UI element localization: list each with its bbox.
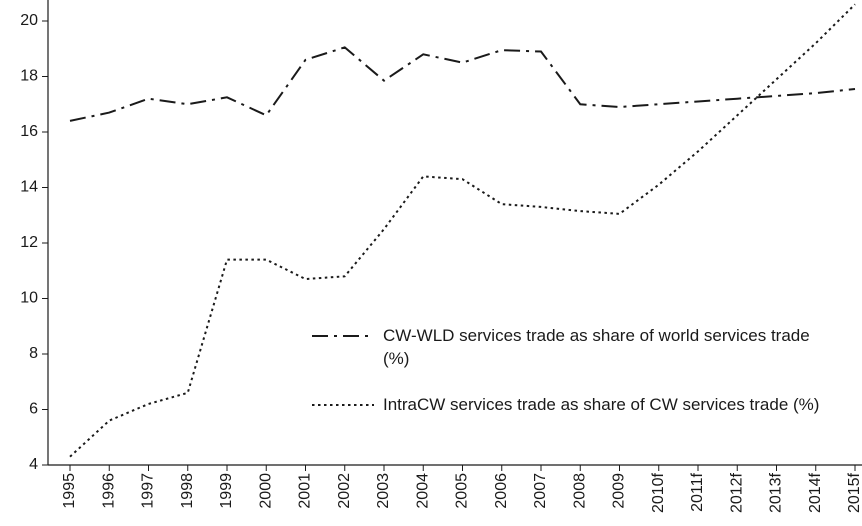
x-tick-label: 2013f	[768, 472, 785, 513]
x-tick-label: 2015f	[846, 472, 862, 513]
series-line	[69, 46, 856, 122]
x-tick-label: 2014f	[807, 472, 824, 513]
y-tick-label: 6	[29, 401, 38, 418]
x-tick-label: 2005	[454, 473, 471, 509]
x-tick-label: 2001	[297, 473, 314, 509]
x-tick-label: 2000	[257, 473, 274, 509]
x-tick-label: 2008	[571, 473, 588, 509]
y-tick-label: 8	[29, 345, 38, 362]
series-line	[69, 3, 856, 458]
x-tick-label: 1999	[218, 473, 235, 509]
y-tick-label: 20	[20, 12, 38, 29]
y-tick-label: 10	[20, 290, 38, 307]
x-tick-label: 1995	[61, 473, 78, 509]
x-tick-label: 1998	[179, 473, 196, 509]
x-tick-label: 2011f	[689, 472, 706, 511]
y-tick-label: 14	[20, 179, 38, 196]
y-tick-label: 16	[20, 123, 38, 140]
legend-label: IntraCW services trade as share of CW se…	[383, 395, 820, 414]
x-tick-label: 2006	[493, 473, 510, 509]
y-tick-label: 12	[20, 234, 38, 251]
x-tick-label: 2007	[532, 473, 549, 509]
x-tick-label: 1997	[140, 473, 157, 509]
x-tick-label: 2012f	[728, 472, 745, 513]
x-tick-label: 2003	[375, 473, 392, 509]
x-tick-label: 2010f	[650, 472, 667, 513]
y-tick-label: 18	[20, 68, 38, 85]
x-tick-label: 2002	[336, 473, 353, 509]
x-tick-label: 2004	[414, 473, 431, 509]
x-tick-label: 2009	[611, 473, 628, 509]
y-tick-label: 4	[29, 456, 38, 473]
legend-label: CW-WLD services trade as share of world …	[383, 326, 810, 368]
x-tick-label: 1996	[100, 473, 117, 509]
